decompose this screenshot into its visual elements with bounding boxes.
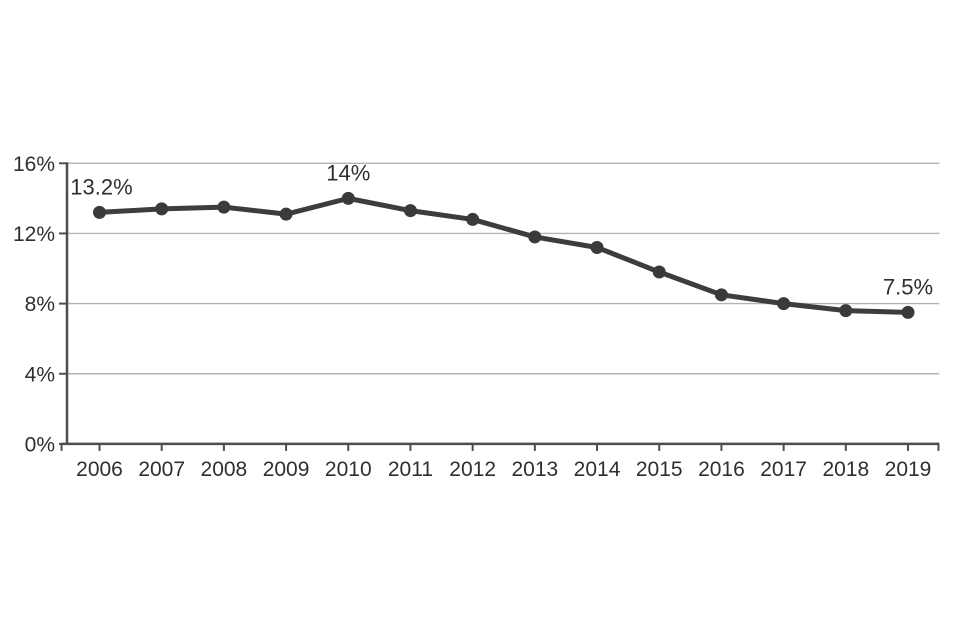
- x-axis-label: 2010: [325, 458, 372, 481]
- x-axis-label: 2008: [201, 458, 248, 481]
- data-point: [93, 205, 106, 219]
- data-point-label: 13.2%: [70, 174, 132, 199]
- y-axis-label: 4%: [25, 363, 55, 386]
- x-axis-label: 2012: [449, 458, 496, 481]
- y-axis-label: 16%: [13, 153, 55, 176]
- data-point: [714, 288, 728, 302]
- x-axis-label: 2015: [636, 458, 683, 481]
- y-axis-label: 12%: [13, 223, 55, 246]
- data-point: [528, 230, 542, 244]
- data-point: [403, 204, 417, 218]
- data-point: [341, 191, 355, 205]
- data-point: [217, 200, 231, 214]
- x-axis-label: 2017: [760, 458, 807, 481]
- x-axis-label: 2009: [263, 458, 310, 481]
- data-point: [839, 304, 853, 318]
- data-point: [652, 265, 666, 279]
- x-axis-label: 2016: [698, 458, 745, 481]
- y-axis-label: 8%: [25, 293, 55, 316]
- x-axis-label: 2013: [511, 458, 558, 481]
- x-axis-label: 2011: [388, 458, 433, 481]
- x-axis-label: 2019: [885, 458, 932, 481]
- data-point-label: 7.5%: [883, 274, 933, 299]
- x-axis-label: 2014: [574, 458, 621, 481]
- data-point-label: 14%: [326, 160, 370, 185]
- data-point: [279, 207, 293, 221]
- x-axis-label: 2007: [138, 458, 185, 481]
- data-point: [590, 240, 604, 254]
- trend-line: [97, 195, 911, 315]
- y-axis-label: 0%: [25, 433, 55, 456]
- data-point: [901, 305, 915, 319]
- data-point: [466, 212, 480, 226]
- data-point: [155, 202, 169, 216]
- x-axis-label: 2018: [822, 458, 869, 481]
- x-axis-label: 2006: [76, 458, 123, 481]
- data-point: [777, 297, 791, 311]
